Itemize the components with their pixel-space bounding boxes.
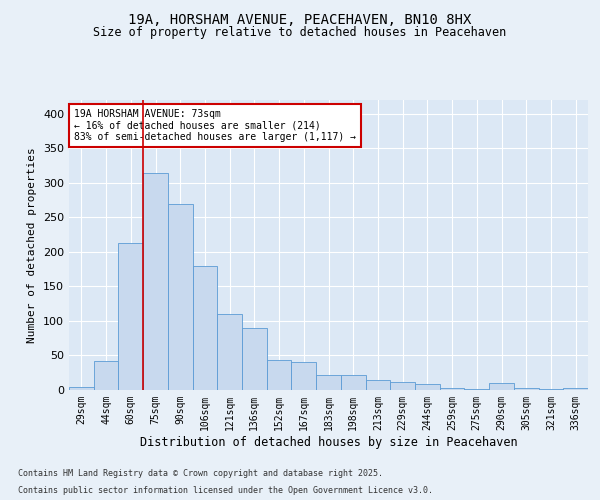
Bar: [341, 375, 365, 390]
Bar: [539, 388, 563, 390]
Text: Contains HM Land Registry data © Crown copyright and database right 2025.: Contains HM Land Registry data © Crown c…: [18, 468, 383, 477]
Bar: [242, 328, 267, 390]
Bar: [390, 382, 415, 390]
Text: Size of property relative to detached houses in Peacehaven: Size of property relative to detached ho…: [94, 26, 506, 39]
Text: 19A, HORSHAM AVENUE, PEACEHAVEN, BN10 8HX: 19A, HORSHAM AVENUE, PEACEHAVEN, BN10 8H…: [128, 12, 472, 26]
Bar: [292, 362, 316, 390]
Bar: [415, 384, 440, 390]
Bar: [94, 361, 118, 390]
Bar: [489, 383, 514, 390]
Bar: [193, 266, 217, 390]
Y-axis label: Number of detached properties: Number of detached properties: [28, 147, 37, 343]
Text: 19A HORSHAM AVENUE: 73sqm
← 16% of detached houses are smaller (214)
83% of semi: 19A HORSHAM AVENUE: 73sqm ← 16% of detac…: [74, 108, 356, 142]
Bar: [69, 386, 94, 390]
Bar: [217, 314, 242, 390]
Bar: [464, 388, 489, 390]
Text: Contains public sector information licensed under the Open Government Licence v3: Contains public sector information licen…: [18, 486, 433, 495]
Bar: [365, 380, 390, 390]
Bar: [563, 388, 588, 390]
Bar: [440, 388, 464, 390]
Bar: [168, 204, 193, 390]
Bar: [143, 173, 168, 390]
Bar: [267, 360, 292, 390]
Bar: [118, 243, 143, 390]
Bar: [316, 375, 341, 390]
X-axis label: Distribution of detached houses by size in Peacehaven: Distribution of detached houses by size …: [140, 436, 517, 448]
Bar: [514, 388, 539, 390]
